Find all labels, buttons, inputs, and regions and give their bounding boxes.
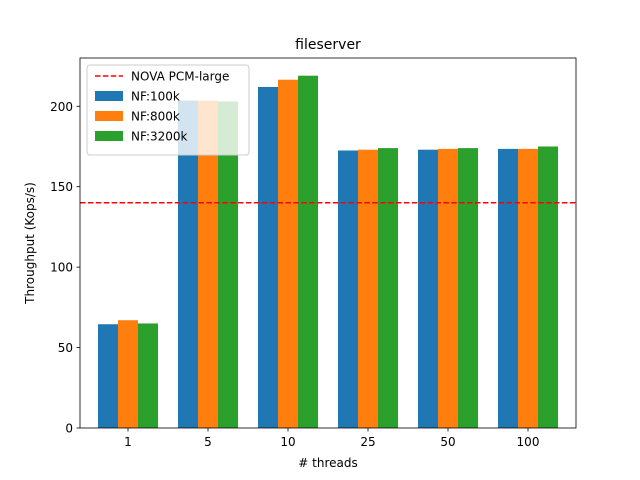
chart-title: fileserver (295, 37, 361, 53)
bar-nf-100k-5 (178, 100, 198, 428)
legend-swatch (95, 111, 123, 121)
legend-label: NF:3200k (131, 130, 188, 144)
bar-nf-3200k-50 (458, 148, 478, 428)
x-tick-label: 5 (204, 435, 212, 449)
bar-nf-100k-50 (418, 149, 438, 428)
bar-nf-100k-10 (258, 86, 278, 429)
bar-nf-800k-1 (118, 320, 138, 428)
bar-nf-3200k-1 (138, 323, 158, 428)
bar-nf-800k-100 (518, 148, 538, 429)
legend-swatch (95, 131, 123, 141)
plot-frame (79, 57, 577, 429)
y-axis: 0 50 100 150 200 (50, 100, 80, 436)
x-tick-label: 10 (280, 435, 295, 449)
bar-nf-800k-5 (198, 100, 218, 428)
legend-label: NF:100k (131, 90, 180, 104)
legend-label: NF:800k (131, 110, 180, 124)
x-tick-label: 100 (517, 435, 540, 449)
legend-box (86, 64, 250, 156)
y-tick-label: 150 (50, 180, 73, 194)
x-axis-label: # threads (298, 456, 357, 470)
x-tick-label: 1 (124, 435, 132, 449)
bar-nf-3200k-5 (218, 101, 238, 428)
bar-nf-800k-25 (358, 149, 378, 428)
y-axis-label: Throughput (Kops/s) (23, 182, 37, 305)
y-tick-label: 100 (50, 261, 73, 275)
x-tick-label: 25 (360, 435, 375, 449)
bar-nf-800k-10 (278, 79, 298, 428)
x-tick-label: 50 (440, 435, 455, 449)
x-axis: 1 5 10 25 50 100 (124, 428, 539, 449)
legend-swatch (95, 91, 123, 101)
bar-nf-3200k-25 (378, 148, 398, 428)
y-tick-label: 0 (65, 422, 73, 436)
bar-nf-100k-1 (98, 324, 118, 428)
legend: NOVA PCM-large NF:100k NF:800k NF:3200k (86, 64, 250, 156)
y-tick-label: 200 (50, 100, 73, 114)
bar-nf-3200k-10 (298, 75, 318, 429)
legend-label: NOVA PCM-large (131, 70, 229, 84)
bar-nf-100k-25 (338, 150, 358, 428)
bar-nf-100k-100 (498, 148, 518, 429)
bar-nf-3200k-100 (538, 146, 558, 428)
bar-nf-800k-50 (438, 148, 458, 429)
bars-layer (98, 75, 558, 429)
y-tick-label: 50 (58, 341, 73, 355)
